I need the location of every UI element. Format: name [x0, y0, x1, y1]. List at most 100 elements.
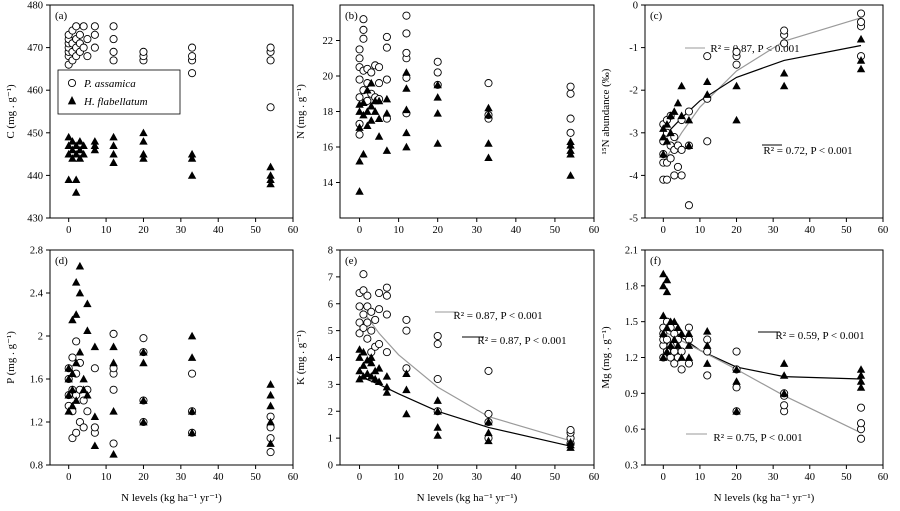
- point-h-flabellatum: [266, 417, 275, 426]
- point-p-assamica: [375, 305, 384, 314]
- point-h-flabellatum: [382, 382, 392, 391]
- point-h-flabellatum: [433, 139, 442, 147]
- point-h-flabellatum: [75, 154, 85, 162]
- panel-tag: (a): [55, 10, 68, 22]
- point-h-flabellatum: [355, 345, 364, 353]
- plot-frame: [339, 4, 595, 219]
- point-h-flabellatum: [363, 86, 372, 94]
- point-h-flabellatum: [779, 81, 789, 90]
- point-h-flabellatum: [355, 123, 364, 131]
- point-h-flabellatum: [90, 342, 100, 351]
- point-h-flabellatum: [670, 107, 679, 115]
- point-h-flabellatum: [79, 141, 88, 149]
- x-tick-label: 60: [878, 225, 889, 236]
- point-p-assamica: [566, 114, 575, 123]
- y-axis-title: N (mg . g⁻¹): [295, 84, 307, 139]
- point-h-flabellatum: [684, 341, 694, 349]
- y-tick-label: -1: [629, 43, 638, 54]
- point-h-flabellatum: [75, 347, 85, 356]
- point-p-assamica: [266, 448, 275, 457]
- point-p-assamica: [856, 419, 866, 428]
- point-h-flabellatum: [677, 111, 686, 120]
- fit-statistic-label: R² = 0.59, P < 0.001: [775, 330, 864, 342]
- point-p-assamica: [188, 52, 197, 61]
- y-tick-label: 8: [328, 246, 333, 257]
- point-p-assamica: [684, 359, 693, 368]
- x-tick-label: 30: [472, 472, 483, 483]
- panel-3: 0 10 20 30 40 50 60 -5 -4 -3 -2 -1 0 ¹⁵N abundance (‰…: [600, 1, 888, 237]
- point-h-flabellatum: [779, 68, 789, 77]
- x-tick-label: 40: [805, 225, 816, 236]
- series-h-flabellatum: [659, 269, 866, 415]
- point-h-flabellatum: [64, 364, 73, 372]
- point-h-flabellatum: [83, 326, 92, 334]
- point-h-flabellatum: [659, 281, 668, 290]
- point-h-flabellatum: [677, 329, 686, 337]
- point-h-flabellatum: [370, 374, 380, 383]
- point-p-assamica: [375, 79, 384, 88]
- x-tick-label: 50: [841, 472, 852, 483]
- point-p-assamica: [68, 434, 77, 443]
- fit-curve-hf: [662, 321, 862, 380]
- point-h-flabellatum: [68, 154, 77, 162]
- point-h-flabellatum: [779, 371, 789, 379]
- x-tick-label: 40: [213, 472, 224, 483]
- x-tick-label: 30: [472, 225, 483, 236]
- x-tick-label: 50: [841, 225, 852, 236]
- x-tick-label: 60: [288, 472, 299, 483]
- x-tick-label: 20: [731, 472, 742, 483]
- point-h-flabellatum: [367, 101, 376, 110]
- point-h-flabellatum: [703, 327, 712, 335]
- point-h-flabellatum: [64, 175, 73, 184]
- x-tick-label: 20: [138, 472, 149, 483]
- panel-tag: (c): [650, 10, 663, 22]
- point-p-assamica: [367, 307, 376, 316]
- panel-6: 0 10 20 30 40 50 60 0.3 0.6 0.9 1.2 1.5 1.8 2.1 Mg (mg…: [600, 246, 888, 505]
- point-p-assamica: [355, 318, 364, 327]
- x-tick-label: 0: [66, 225, 71, 236]
- point-h-flabellatum: [367, 358, 376, 367]
- x-tick-label: 30: [176, 472, 187, 483]
- point-p-assamica: [109, 47, 118, 56]
- x-tick-label: 20: [432, 472, 443, 483]
- point-p-assamica: [188, 69, 197, 78]
- point-h-flabellatum: [90, 145, 100, 154]
- point-p-assamica: [703, 137, 712, 146]
- series-p-assamica: [355, 11, 575, 139]
- point-h-flabellatum: [363, 107, 372, 115]
- x-tick-label: 30: [768, 225, 779, 236]
- legend-label-p-assamica: P. assamica: [83, 78, 136, 90]
- x-tick-label: 10: [101, 225, 112, 236]
- y-tick-label: 7: [328, 272, 333, 283]
- x-tick-label: 0: [661, 225, 666, 236]
- point-p-assamica: [484, 79, 493, 88]
- point-h-flabellatum: [856, 371, 866, 379]
- point-h-flabellatum: [566, 437, 575, 446]
- point-h-flabellatum: [266, 390, 275, 399]
- y-tick-label: 1.5: [625, 317, 638, 328]
- panel-4: 0 10 20 30 40 50 60 0.8 1.2 1.6 2 2.4 2.8 P (mg . g⁻¹…: [5, 246, 298, 505]
- point-h-flabellatum: [684, 115, 694, 124]
- point-h-flabellatum: [109, 141, 118, 149]
- x-tick-label: 0: [357, 225, 362, 236]
- point-h-flabellatum: [90, 137, 100, 145]
- point-h-flabellatum: [732, 81, 741, 90]
- y-tick-label: 2: [38, 332, 43, 343]
- point-p-assamica: [90, 30, 99, 39]
- y-axis-title: K (mg . g⁻¹): [295, 330, 307, 385]
- point-h-flabellatum: [266, 380, 275, 388]
- point-h-flabellatum: [71, 149, 81, 158]
- point-h-flabellatum: [779, 359, 789, 367]
- point-p-assamica: [703, 52, 712, 61]
- point-h-flabellatum: [659, 269, 668, 278]
- point-h-flabellatum: [355, 187, 364, 195]
- point-p-assamica: [402, 326, 411, 335]
- y-tick-label: 5: [328, 326, 333, 337]
- point-h-flabellatum: [374, 114, 384, 122]
- point-p-assamica: [371, 315, 380, 324]
- point-h-flabellatum: [703, 77, 712, 86]
- point-p-assamica: [355, 302, 364, 311]
- point-h-flabellatum: [484, 139, 493, 147]
- y-tick-label: 4: [328, 353, 334, 364]
- y-tick-label: 16: [323, 143, 334, 154]
